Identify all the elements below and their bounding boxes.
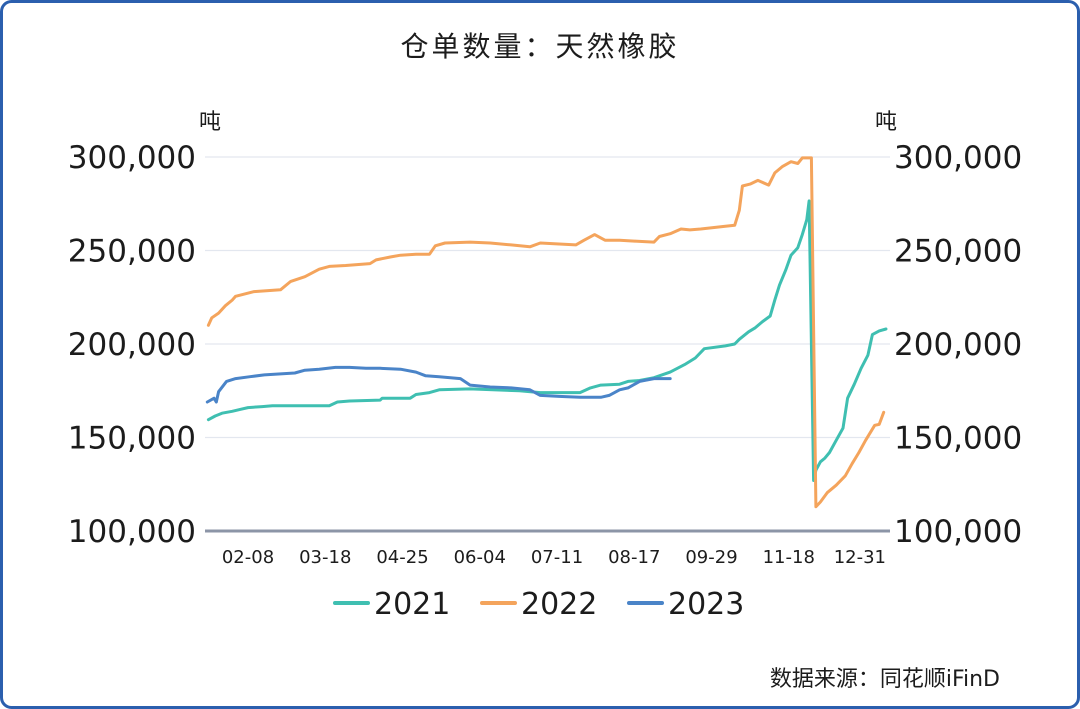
gridlines bbox=[205, 156, 890, 533]
y-tick-label-right-0: 100,000 bbox=[894, 514, 1022, 550]
source-note: 数据来源：同花顺iFinD bbox=[770, 667, 1000, 692]
legend-item-2021: 2021 bbox=[333, 587, 450, 622]
y-unit-left: 吨 bbox=[199, 110, 221, 135]
legend-label-2021: 2021 bbox=[374, 587, 450, 622]
x-tick-label-5: 08-17 bbox=[608, 547, 660, 568]
x-tick-label-6: 09-29 bbox=[685, 547, 737, 568]
x-tick-label-7: 11-18 bbox=[763, 547, 815, 568]
x-tick-label-4: 07-11 bbox=[531, 547, 583, 568]
legend: 2021 2022 2023 bbox=[333, 587, 744, 622]
y-tick-label-right-1: 150,000 bbox=[894, 421, 1022, 457]
y-tick-label-left-2: 200,000 bbox=[68, 327, 196, 363]
x-tick-label-0: 02-08 bbox=[222, 547, 274, 568]
x-tick-label-3: 06-04 bbox=[454, 547, 506, 568]
y-tick-label-left-4: 300,000 bbox=[68, 140, 196, 176]
x-tick-label-1: 03-18 bbox=[299, 547, 351, 568]
legend-item-2022: 2022 bbox=[480, 587, 597, 622]
y-tick-label-left-3: 250,000 bbox=[68, 234, 196, 270]
x-tick-label-8: 12-31 bbox=[834, 547, 886, 568]
y-tick-label-right-2: 200,000 bbox=[894, 327, 1022, 363]
y-unit-right: 吨 bbox=[875, 110, 897, 135]
legend-label-2023: 2023 bbox=[668, 587, 744, 622]
series-line-2022 bbox=[206, 156, 886, 509]
legend-label-2022: 2022 bbox=[521, 587, 597, 622]
legend-item-2023: 2023 bbox=[627, 587, 744, 622]
series-line-2021 bbox=[206, 199, 888, 482]
y-axis-right: 100,000 150,000 200,000 250,000 300,000 bbox=[894, 140, 1022, 550]
y-tick-label-right-4: 300,000 bbox=[894, 140, 1022, 176]
series-line-2023 bbox=[205, 365, 672, 404]
y-tick-label-right-3: 250,000 bbox=[894, 234, 1022, 270]
x-tick-label-2: 04-25 bbox=[376, 547, 428, 568]
y-tick-label-left-0: 100,000 bbox=[68, 514, 196, 550]
plot-area bbox=[205, 156, 888, 509]
chart-title: 仓单数量：天然橡胶 bbox=[400, 30, 679, 63]
x-axis: 02-08 03-18 04-25 06-04 07-11 08-17 09-29 11-18… bbox=[222, 547, 886, 568]
y-axis-left: 100,000 150,000 200,000 250,000 300,000 bbox=[68, 140, 196, 550]
y-tick-label-left-1: 150,000 bbox=[68, 421, 196, 457]
